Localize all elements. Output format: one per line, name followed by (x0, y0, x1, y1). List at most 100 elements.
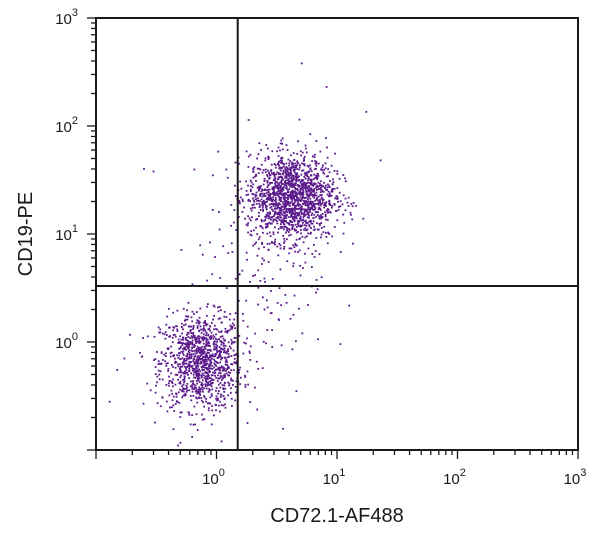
data-point (250, 234, 253, 237)
data-point (208, 371, 211, 374)
data-point (317, 228, 320, 231)
data-point (210, 336, 213, 338)
data-point (308, 203, 311, 206)
data-point (195, 396, 197, 399)
data-point (285, 220, 287, 222)
data-point (228, 384, 230, 387)
data-point (191, 386, 194, 389)
data-point (205, 324, 207, 327)
data-point (196, 429, 199, 431)
data-point (154, 373, 157, 375)
data-point (311, 190, 314, 193)
data-point (194, 344, 196, 347)
data-point (201, 351, 204, 354)
data-point (207, 409, 210, 412)
data-point (196, 340, 199, 343)
data-point (251, 216, 253, 219)
data-point (280, 227, 283, 230)
data-point (293, 171, 296, 174)
data-point (324, 184, 327, 187)
data-point (287, 181, 290, 184)
data-point (154, 358, 157, 360)
data-point (290, 221, 292, 223)
data-point (303, 164, 306, 167)
data-point (325, 231, 327, 234)
data-point (311, 200, 314, 203)
data-point (185, 337, 187, 339)
data-point (319, 217, 321, 220)
data-point (334, 152, 336, 155)
data-point (269, 181, 272, 184)
data-point (327, 175, 329, 177)
data-point (263, 277, 266, 280)
data-point (289, 209, 292, 212)
data-point (174, 335, 177, 338)
data-point (280, 162, 282, 164)
data-point (288, 252, 291, 255)
data-point (216, 345, 219, 347)
data-point (298, 224, 301, 227)
data-point (303, 224, 306, 226)
x-tick-label: 100 (202, 467, 225, 488)
data-point (292, 194, 295, 197)
data-point (279, 203, 282, 206)
data-point (208, 327, 211, 330)
data-point (203, 333, 205, 336)
data-point (305, 151, 308, 154)
data-point (274, 210, 277, 213)
data-point (319, 201, 322, 204)
data-point (293, 294, 296, 297)
data-point (352, 242, 354, 245)
data-point (216, 341, 218, 343)
data-point (320, 188, 322, 191)
data-point (159, 328, 162, 331)
data-point (268, 188, 271, 191)
data-point (289, 317, 292, 320)
data-point (181, 385, 183, 388)
data-point (217, 368, 220, 371)
data-point (291, 192, 294, 195)
data-point (215, 328, 217, 330)
data-point (184, 362, 186, 365)
data-point (142, 337, 144, 339)
data-point (277, 204, 280, 206)
data-point (309, 232, 312, 235)
data-point (239, 366, 241, 369)
data-point (204, 380, 207, 383)
data-point (116, 369, 119, 371)
data-point (189, 395, 192, 397)
data-point (252, 199, 255, 202)
data-point (283, 223, 286, 226)
data-point (222, 245, 225, 248)
data-point (249, 153, 252, 156)
data-point (261, 188, 263, 191)
data-point (207, 407, 210, 410)
data-point (242, 352, 245, 355)
data-point (266, 215, 268, 218)
data-point (304, 177, 307, 180)
data-point (178, 347, 180, 350)
data-point (219, 352, 221, 355)
data-point (328, 192, 331, 195)
data-point (249, 219, 252, 222)
data-point (291, 183, 294, 186)
data-point (184, 323, 187, 326)
data-point (174, 366, 177, 369)
data-point (282, 205, 284, 208)
data-point (225, 316, 228, 318)
data-point (279, 247, 282, 250)
data-point (247, 155, 250, 158)
data-point (191, 390, 194, 393)
data-point (294, 175, 297, 178)
data-point (285, 144, 288, 146)
data-point (189, 341, 192, 343)
data-point (274, 238, 277, 241)
data-point (200, 383, 203, 386)
data-point (297, 230, 299, 233)
data-point (161, 359, 164, 361)
data-point (249, 359, 252, 361)
data-point (238, 335, 241, 337)
data-point (279, 225, 282, 228)
data-point (293, 212, 296, 215)
data-point (200, 336, 203, 339)
